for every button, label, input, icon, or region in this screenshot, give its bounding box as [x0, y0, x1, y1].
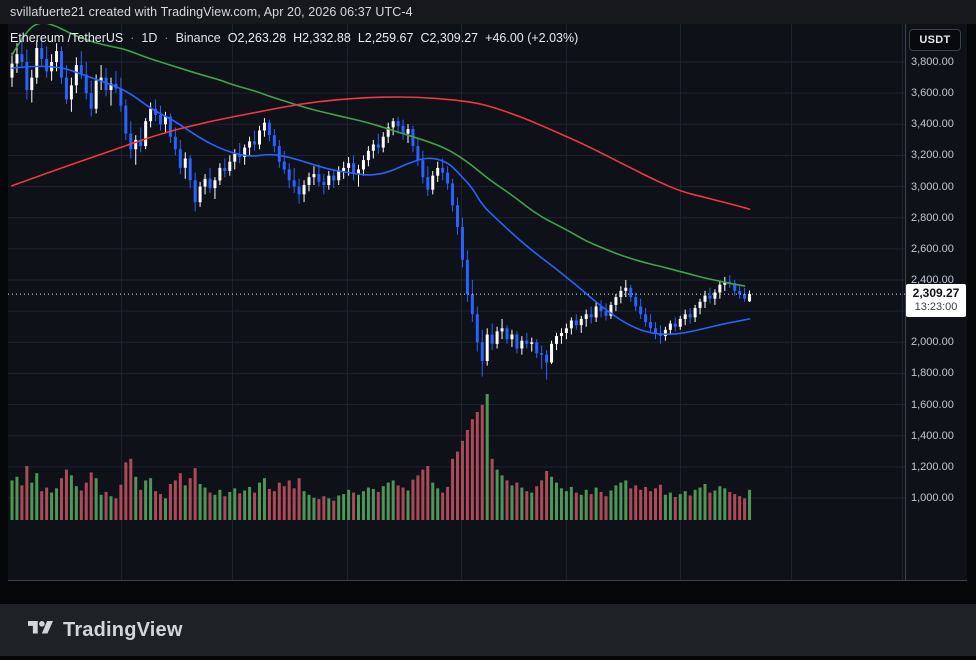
- price-tick-label: 2,000.00: [911, 336, 954, 349]
- change-label: +46.00 (+2.03%): [485, 31, 579, 45]
- legend-separator: ·: [130, 31, 135, 45]
- price-tick-label: 3,600.00: [911, 87, 954, 100]
- ohlc-high: H2,332.88: [293, 31, 351, 45]
- legend-separator: ·: [164, 31, 169, 45]
- price-tick-label: 3,000.00: [911, 180, 954, 193]
- price-axis[interactable]: USDT 2,309.27 13:23:00 3,800.00 3,600.00 3…: [905, 24, 967, 581]
- price-tick-label: 3,800.00: [911, 56, 954, 68]
- exchange-label: Binance: [175, 31, 221, 45]
- price-tick-label: 1,200.00: [911, 460, 954, 473]
- ohlc-open: O2,263.28: [227, 31, 287, 45]
- price-tick-label: 1,000.00: [911, 492, 954, 504]
- price-tick-label: 1,800.00: [911, 367, 954, 380]
- price-chart-canvas[interactable]: [0, 24, 976, 586]
- currency-toggle-button[interactable]: USDT: [909, 29, 961, 51]
- chart-legend: Ethereum /TetherUS · 1D · Binance O2,263…: [10, 31, 578, 45]
- price-tick-label: 2,800.00: [911, 211, 954, 224]
- price-tick-label: 1,400.00: [911, 429, 954, 442]
- price-tick-label: 2,400.00: [911, 274, 954, 286]
- bar-countdown: 13:23:00: [914, 301, 958, 314]
- ohlc-close: C2,309.27: [420, 31, 479, 45]
- tradingview-wordmark[interactable]: TradingView: [63, 618, 183, 641]
- price-tick-label: 3,400.00: [911, 118, 954, 131]
- last-price-value: 2,309.27: [912, 286, 960, 301]
- interval-label[interactable]: 1D: [141, 31, 158, 45]
- symbol-title[interactable]: Ethereum /TetherUS: [10, 31, 124, 45]
- attribution-text: svillafuerte21 created with TradingView.…: [10, 5, 413, 19]
- footer-bar: TradingView: [0, 604, 976, 656]
- chart-region[interactable]: Ethereum /TetherUS · 1D · Binance O2,263…: [0, 24, 976, 628]
- tradingview-logo-icon[interactable]: [28, 618, 53, 643]
- price-tick-label: 2,600.00: [911, 242, 954, 255]
- price-tick-label: 1,600.00: [911, 398, 954, 411]
- ohlc-low: L2,259.67: [357, 31, 414, 45]
- attribution-bar: svillafuerte21 created with TradingView.…: [0, 0, 976, 24]
- price-tick-label: 3,200.00: [911, 149, 954, 162]
- last-price-label: 2,309.27 13:23:00: [906, 284, 966, 318]
